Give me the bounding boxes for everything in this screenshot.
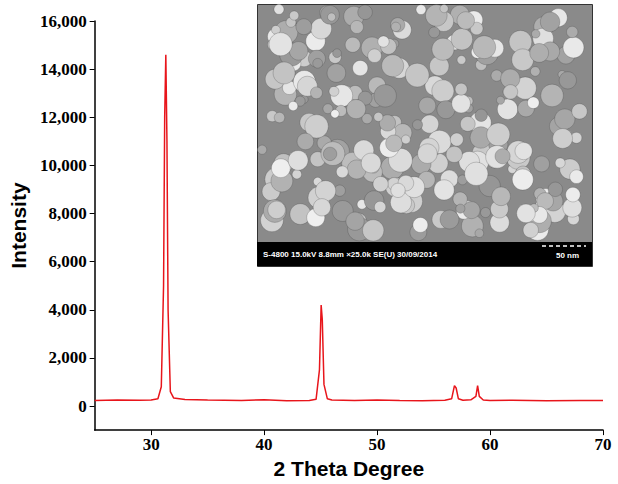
svg-text:50: 50 [369,435,386,454]
svg-text:2,000: 2,000 [48,348,86,367]
svg-text:4,000: 4,000 [48,300,86,319]
svg-text:6,000: 6,000 [48,252,86,271]
svg-text:40: 40 [256,435,273,454]
svg-text:14,000: 14,000 [40,60,87,79]
svg-text:0: 0 [78,397,87,416]
svg-text:16,000: 16,000 [40,12,87,31]
svg-text:60: 60 [482,435,499,454]
svg-text:S-4800 15.0kV 8.8mm ×25.0k SE(: S-4800 15.0kV 8.8mm ×25.0k SE(U) 30/09/2… [263,250,438,259]
svg-text:2 Theta Degree: 2 Theta Degree [274,457,425,480]
svg-text:12,000: 12,000 [40,108,87,127]
svg-text:Intensity: Intensity [7,182,30,269]
svg-text:30: 30 [143,435,160,454]
svg-text:50 nm: 50 nm [556,251,579,260]
svg-text:10,000: 10,000 [40,156,87,175]
svg-text:8,000: 8,000 [48,204,86,223]
svg-text:70: 70 [595,435,612,454]
